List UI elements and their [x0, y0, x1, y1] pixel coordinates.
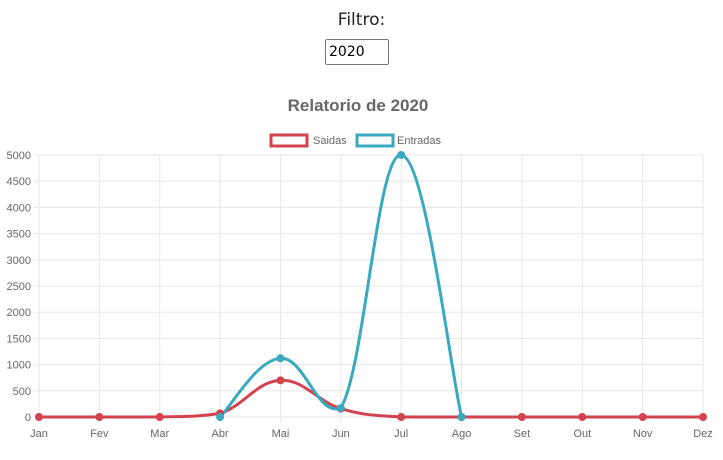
legend-swatch-entradas[interactable] [355, 133, 395, 148]
x-tick-label: Jan [30, 428, 48, 440]
x-tick-label: Mai [272, 428, 290, 440]
chart-legend: Saidas Entradas [269, 133, 442, 148]
chart-title: Relatorio de 2020 [288, 96, 429, 115]
y-tick-label: 4000 [7, 202, 31, 214]
y-tick-label: 1000 [7, 360, 31, 372]
data-point-entradas[interactable] [457, 413, 466, 421]
data-point-saidas[interactable] [397, 413, 406, 421]
filter-input[interactable] [325, 39, 389, 65]
y-tick-label: 3500 [7, 229, 31, 241]
data-point-entradas[interactable] [336, 404, 345, 413]
x-tick-label: Ago [452, 428, 472, 440]
x-tick-label: Jun [332, 428, 350, 440]
data-point-saidas[interactable] [35, 413, 43, 421]
data-point-saidas[interactable] [155, 413, 164, 421]
data-point-saidas[interactable] [95, 413, 104, 421]
series-points [35, 151, 707, 421]
x-tick-label: Dez [693, 428, 713, 440]
data-point-entradas[interactable] [397, 151, 406, 159]
data-point-saidas[interactable] [578, 413, 587, 421]
filter-label: Filtro: [337, 10, 386, 30]
x-axis: Jan Fev Mar Abr Mai Jun Jul Ago Set Out Nov Dez [30, 428, 713, 440]
y-tick-label: 2000 [7, 307, 31, 319]
y-tick-label: 2500 [7, 281, 31, 293]
x-tick-label: Set [514, 428, 531, 440]
data-point-saidas[interactable] [517, 413, 526, 421]
y-tick-label: 5000 [7, 150, 31, 162]
x-tick-label: Fev [90, 428, 109, 440]
data-point-saidas[interactable] [276, 376, 285, 385]
y-tick-label: 0 [25, 412, 31, 424]
y-tick-label: 500 [13, 386, 31, 398]
x-tick-label: Mar [150, 428, 169, 440]
data-point-saidas[interactable] [638, 413, 647, 421]
line-chart: Relatorio de 2020 Saidas Entradas 0 500 100… [7, 96, 713, 440]
x-tick-label: Abr [212, 428, 229, 440]
x-tick-label: Nov [633, 428, 653, 440]
x-tick-label: Out [573, 428, 591, 440]
legend-swatch-saidas[interactable] [269, 133, 309, 148]
data-point-saidas[interactable] [699, 413, 707, 421]
data-point-entradas[interactable] [216, 413, 225, 421]
y-tick-label: 1500 [7, 333, 31, 345]
data-point-entradas[interactable] [276, 354, 285, 363]
y-tick-label: 4500 [7, 176, 31, 188]
legend-label-saidas[interactable]: Saidas [313, 135, 347, 147]
x-tick-label: Jul [394, 428, 408, 440]
legend-label-entradas[interactable]: Entradas [397, 135, 442, 147]
y-axis: 0 500 1000 1500 2000 2500 3000 3500 4000 4500 5000 [7, 150, 31, 424]
y-tick-label: 3000 [7, 255, 31, 267]
series-line-saidas [38, 378, 703, 419]
